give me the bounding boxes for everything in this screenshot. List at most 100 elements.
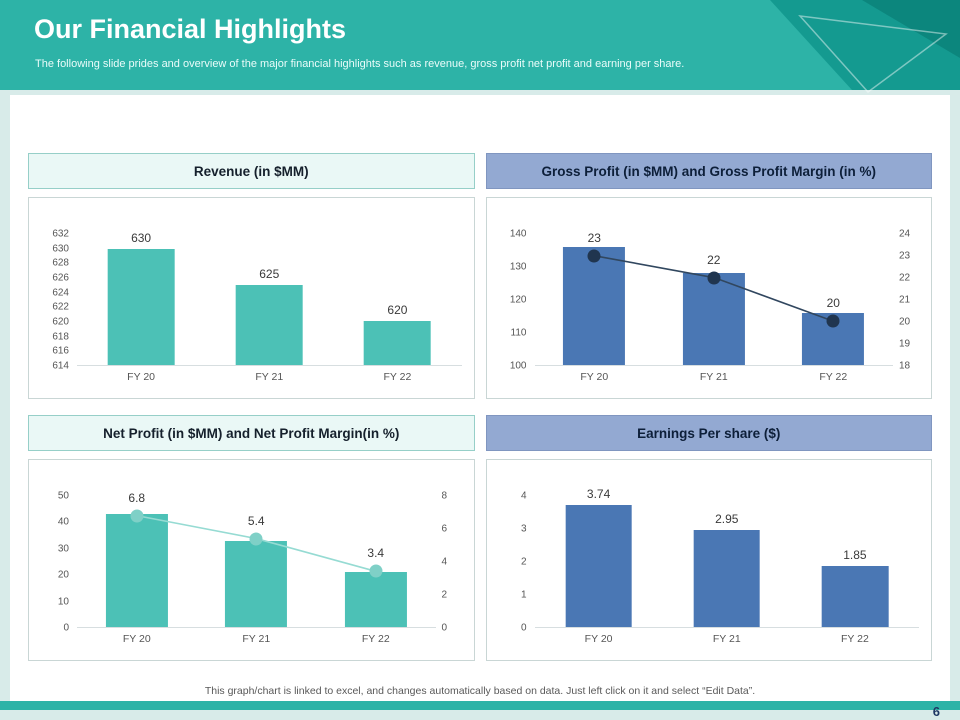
axis-tick-label: 21 xyxy=(899,294,911,306)
bar[interactable] xyxy=(693,530,761,627)
axis-tick-label: 624 xyxy=(52,287,69,299)
data-label: 3.74 xyxy=(586,486,611,501)
axis-tick-label: 626 xyxy=(52,272,69,284)
category-label: FY 22 xyxy=(819,371,848,383)
category-row: FY 20 FY 21 FY 22 xyxy=(535,366,894,388)
axis-tick-label: 19 xyxy=(899,338,911,350)
data-label: 22 xyxy=(707,252,721,267)
bar-cell xyxy=(316,496,436,627)
data-label: 1.85 xyxy=(843,548,867,563)
line-dot[interactable] xyxy=(249,532,263,546)
axis-tick-label: 0 xyxy=(441,622,448,634)
bar[interactable] xyxy=(235,284,303,365)
page-number: 6 xyxy=(932,704,940,719)
chart-title-net-profit: Net Profit (in $MM) and Net Profit Margi… xyxy=(28,415,475,451)
category-label: FY 21 xyxy=(699,371,728,383)
category-label: FY 22 xyxy=(383,371,412,383)
bar[interactable] xyxy=(107,248,175,365)
panel-gross-profit: Gross Profit (in $MM) and Gross Profit M… xyxy=(485,153,932,399)
category-row: FY 20 FY 21 FY 22 xyxy=(77,366,462,388)
axis-tick-label: 1 xyxy=(520,589,527,601)
data-label: 625 xyxy=(259,266,280,281)
axis-tick-label: 2 xyxy=(520,556,527,568)
axis-tick-label: 0 xyxy=(63,622,69,634)
page-title: Our Financial Highlights xyxy=(34,14,347,44)
axis-tick-label: 100 xyxy=(509,360,527,372)
axis-tick-label: 632 xyxy=(52,228,69,240)
chart-grid: 632 630 628 626 624 622 620 618 616 614 630 625 620 F… xyxy=(43,229,462,388)
panel-net-profit: Net Profit (in $MM) and Net Profit Margi… xyxy=(28,415,475,661)
bar-cell xyxy=(654,234,774,365)
page-subtitle: The following slide prides and overview … xyxy=(35,58,685,70)
footer-note: This graph/chart is linked to excel, and… xyxy=(204,685,756,697)
axis-tick-label: 616 xyxy=(52,345,69,357)
axis-tick-label: 6 xyxy=(441,523,448,535)
bar[interactable] xyxy=(105,514,168,627)
category-row: FY 20 FY 21 FY 22 xyxy=(77,628,436,650)
data-label: 2.95 xyxy=(715,512,739,527)
data-label: 620 xyxy=(387,303,408,318)
axis-tick-label: 2 xyxy=(441,589,448,601)
chart-eps[interactable]: 4 3 2 1 0 3.74 2.95 1.85 FY 20 FY 21 FY 22 xyxy=(485,459,932,661)
data-label: 20 xyxy=(826,296,840,311)
axis-tick-label: 4 xyxy=(520,490,527,502)
content-card: Revenue (in $MM) 632 630 6 2 8 626 624 622 620 61… xyxy=(10,95,950,702)
axis-tick-label: 630 xyxy=(52,243,69,255)
left-axis: 140 130 120 110 100 xyxy=(501,229,535,372)
axis-tick-label: 622 xyxy=(52,301,69,313)
axis-tick-label: 618 xyxy=(52,331,69,343)
bar[interactable] xyxy=(344,571,407,627)
axis-tick-label: 614 xyxy=(52,360,69,372)
line-dot[interactable] xyxy=(826,314,840,328)
bar[interactable] xyxy=(563,247,626,365)
category-label: FY 20 xyxy=(127,371,155,383)
line-dot[interactable] xyxy=(130,509,144,523)
line-dot[interactable] xyxy=(369,564,383,578)
category-label: FY 22 xyxy=(841,633,869,645)
data-label: 630 xyxy=(131,230,152,245)
category-label: FY 20 xyxy=(584,633,613,645)
axis-tick-label: 23 xyxy=(899,250,911,262)
chart-gross-profit[interactable]: 140 130 120 110 100 23 22 20 24 23 22 21 20 19 18 FY 20… xyxy=(485,197,932,399)
axis-tick-label: 3 xyxy=(520,523,527,535)
plot-area: 3.74 2.95 1.85 xyxy=(534,487,919,628)
category-row: FY 20 FY 21 FY 22 xyxy=(535,628,920,650)
bar[interactable] xyxy=(565,504,632,627)
line-dot[interactable] xyxy=(707,271,721,285)
line-dot[interactable] xyxy=(587,249,601,263)
axis-tick-label: 24 xyxy=(899,228,911,240)
chart-title-gross-profit: Gross Profit (in $MM) and Gross Profit M… xyxy=(485,153,932,189)
axis-tick-label: 10 xyxy=(57,596,69,608)
bar[interactable] xyxy=(364,321,431,365)
category-label: FY 21 xyxy=(255,371,284,383)
axis-tick-label: 20 xyxy=(899,316,911,328)
axis-tick-label: 120 xyxy=(509,294,527,306)
charts-grid: Revenue (in $MM) 632 630 6 2 8 626 624 622 620 61… xyxy=(28,153,932,661)
bar-cell xyxy=(197,496,317,627)
bar[interactable] xyxy=(821,566,889,627)
panel-eps: Earnings Per share ($) 4 3 2 1 0 3.74 2.95 1.85… xyxy=(485,415,932,661)
axis-tick-label: 110 xyxy=(510,327,527,339)
category-label: FY 20 xyxy=(580,371,609,383)
data-label: 6.8 xyxy=(128,490,146,505)
chart-grid: 4 3 2 1 0 3.74 2.95 1.85 FY 20 FY 21 FY 22 xyxy=(501,487,920,650)
axis-tick-label: 620 xyxy=(52,316,69,328)
category-label: FY 22 xyxy=(361,633,390,645)
left-axis: 4 3 2 1 0 xyxy=(501,491,535,634)
panel-revenue: Revenue (in $MM) 632 630 628 626 624 622 620 61… xyxy=(28,153,475,399)
bar[interactable] xyxy=(225,540,288,627)
chart-net-profit[interactable]: 50 40 30 20 10 0 6.8 5.4 3.4 8 6 4 2 0 FY 20 FY 21 FY 22 xyxy=(28,459,475,661)
bar-cell xyxy=(535,234,655,365)
left-axis: 50 40 30 20 10 0 xyxy=(43,491,77,634)
data-label: 23 xyxy=(587,230,601,245)
data-label: 3.4 xyxy=(367,546,385,561)
chart-revenue[interactable]: 632 630 628 626 624 622 620 618 616 614 630 625 620 F… xyxy=(28,197,475,399)
axis-tick-label: 8 xyxy=(441,490,448,502)
category-label: FY 21 xyxy=(242,633,271,645)
axis-tick-label: 30 xyxy=(57,543,69,555)
right-axis: 24 23 22 21 20 19 18 xyxy=(893,229,919,372)
chart-title-revenue: Revenue (in $MM) xyxy=(28,153,475,189)
chart-grid: 140 130 120 110 100 23 22 20 24 23 22 21 20 19 18 FY 20… xyxy=(501,229,920,388)
chart-title-eps: Earnings Per share ($) xyxy=(485,415,932,451)
bar[interactable] xyxy=(682,273,745,365)
